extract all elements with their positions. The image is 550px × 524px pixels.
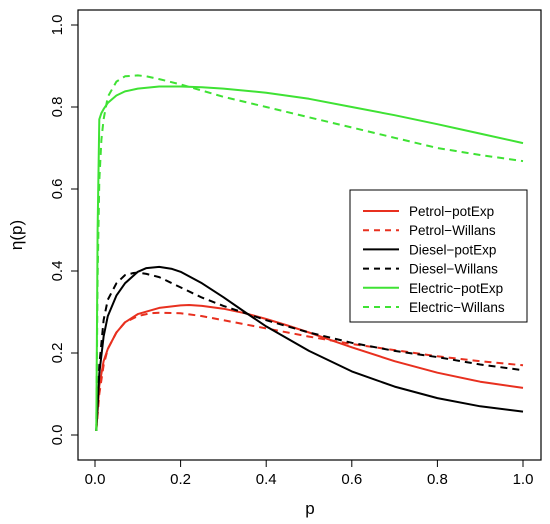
x-tick-label: 1.0 <box>513 471 534 488</box>
legend-label: Electric−Willans <box>409 300 505 315</box>
x-tick-label: 0.0 <box>85 471 106 488</box>
y-axis-label: η(p) <box>7 220 26 250</box>
legend-label: Petrol−Willans <box>409 223 496 238</box>
series-line-3 <box>95 265 524 431</box>
legend-label: Petrol−potExp <box>409 204 494 219</box>
series-lines <box>95 74 524 431</box>
legend-label: Electric−potExp <box>409 281 503 296</box>
y-axis: 0.0 0.2 0.4 0.6 0.8 1.0 <box>49 15 79 446</box>
y-tick-label: 0.6 <box>49 179 66 200</box>
y-tick-label: 0.2 <box>49 343 66 364</box>
x-tick-label: 0.4 <box>256 471 277 488</box>
legend-label: Diesel−potExp <box>409 242 496 257</box>
series-line-1 <box>95 304 524 431</box>
x-axis-label: p <box>305 499 314 518</box>
x-tick-label: 0.8 <box>427 471 448 488</box>
legend-label: Diesel−Willans <box>409 262 498 277</box>
y-tick-label: 0.4 <box>49 261 66 282</box>
x-tick-label: 0.6 <box>341 471 362 488</box>
legend: Petrol−potExp Petrol−Willans Diesel−potExp… <box>349 189 528 323</box>
y-tick-label: 0.8 <box>49 97 66 118</box>
x-axis: 0.0 0.2 0.4 0.6 0.8 1.0 <box>85 459 534 488</box>
series-line-2 <box>95 311 524 431</box>
series-line-6 <box>95 74 524 431</box>
y-tick-label: 1.0 <box>49 15 66 36</box>
y-tick-label: 0.0 <box>49 425 66 446</box>
series-line-4 <box>95 271 524 431</box>
series-line-5 <box>95 85 524 431</box>
x-tick-label: 0.2 <box>170 471 191 488</box>
